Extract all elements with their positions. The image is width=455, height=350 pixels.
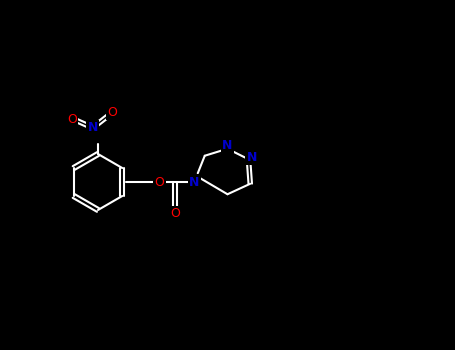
Text: N: N xyxy=(247,151,257,164)
Text: N: N xyxy=(189,175,199,189)
Text: O: O xyxy=(170,207,180,220)
Text: O: O xyxy=(107,105,117,119)
Text: N: N xyxy=(222,139,233,152)
Text: O: O xyxy=(67,112,77,126)
Text: N: N xyxy=(87,121,98,134)
Text: O: O xyxy=(154,175,164,189)
